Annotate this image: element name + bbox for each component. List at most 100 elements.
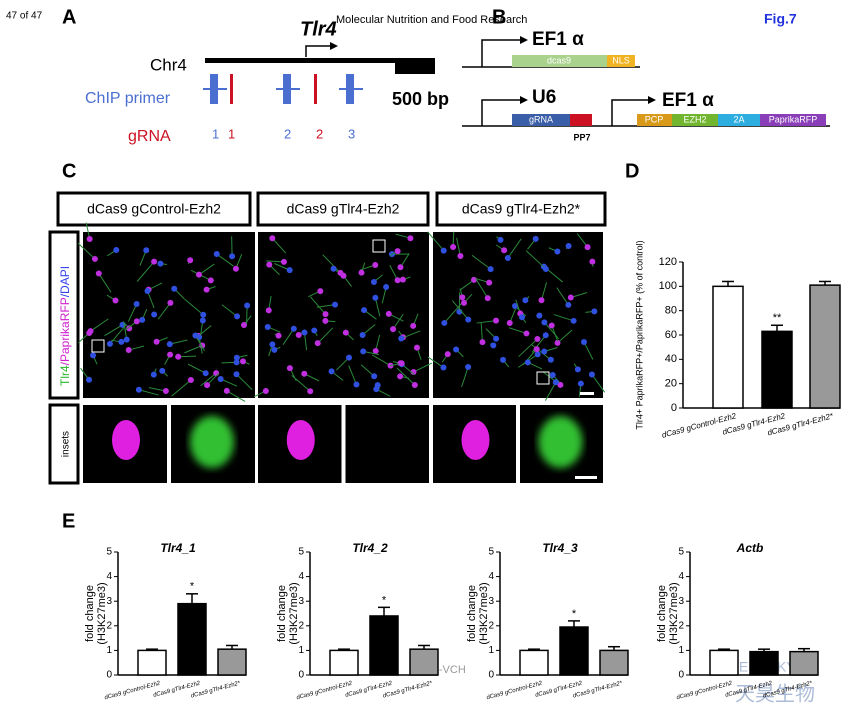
nucleus xyxy=(286,365,293,372)
site-number: 2 xyxy=(284,126,291,141)
neurite xyxy=(525,250,547,270)
site-number: 1 xyxy=(228,126,235,141)
y-tick-label: 3 xyxy=(678,596,684,607)
nucleus xyxy=(175,353,182,360)
nucleus xyxy=(265,307,272,314)
neurite xyxy=(282,328,295,345)
y-tick-label: 20 xyxy=(665,378,677,390)
chart-title: Tlr4_1 xyxy=(160,541,196,555)
y-tick-label: 4 xyxy=(106,571,112,582)
stain: Tlr4 xyxy=(58,365,72,386)
watermark: 天昊生物 xyxy=(735,682,815,705)
x-tick-label: dCas9 gControl-Ezh2 xyxy=(104,680,162,701)
y-tick-label: 2 xyxy=(298,620,304,631)
nucleus xyxy=(322,317,329,324)
tss-arrow xyxy=(305,45,330,57)
nucleus xyxy=(565,243,572,250)
neurite xyxy=(471,254,491,270)
inset-cell xyxy=(112,420,140,460)
site-number: 3 xyxy=(348,126,355,141)
nucleus xyxy=(167,351,174,358)
nucleus xyxy=(217,375,224,382)
element-label: PCP xyxy=(645,114,664,124)
bar xyxy=(712,285,744,409)
nucleus xyxy=(202,370,209,377)
grna-label: gRNA xyxy=(128,128,171,145)
nucleus xyxy=(522,297,529,304)
chart-title: Tlr4_2 xyxy=(352,541,388,555)
nucleus xyxy=(317,288,324,295)
nucleus xyxy=(390,326,397,333)
promoter: U6 xyxy=(532,87,556,108)
nucleus xyxy=(524,359,531,366)
nucleus xyxy=(580,338,587,345)
nucleus xyxy=(465,316,472,323)
panel-letter: E xyxy=(62,510,75,532)
y-tick-label: 60 xyxy=(665,329,677,341)
inset xyxy=(345,405,429,483)
y-label: (H3K27me3) xyxy=(668,582,680,644)
y-label: (H3K27me3) xyxy=(478,582,490,644)
nucleus xyxy=(223,387,230,394)
chart-title: Tlr4_3 xyxy=(542,541,578,555)
nucleus xyxy=(307,388,314,395)
nucleus xyxy=(574,366,581,373)
nucleus xyxy=(113,247,120,254)
neurite xyxy=(138,389,159,396)
nucleus xyxy=(493,317,500,324)
nucleus xyxy=(200,311,207,318)
insets-label: insets xyxy=(61,431,72,457)
nucleus xyxy=(549,372,556,379)
nucleus xyxy=(91,255,98,262)
nucleus xyxy=(143,247,150,254)
nucleus xyxy=(207,277,214,284)
neurite xyxy=(476,320,497,324)
micrograph xyxy=(83,232,255,398)
element-label: PaprikaRFP xyxy=(769,114,818,124)
neurite xyxy=(461,366,469,388)
nucleus xyxy=(196,271,203,278)
y-tick-label: 2 xyxy=(106,620,112,631)
neurite xyxy=(413,362,433,373)
nucleus xyxy=(192,332,199,339)
nucleus xyxy=(361,307,368,314)
nucleus xyxy=(233,354,240,361)
neurite xyxy=(456,237,461,257)
y-label: Tlr4+ PaprikaRFP+/PaprikaRFP+ (% of cont… xyxy=(634,240,644,429)
element-label: 2A xyxy=(733,114,744,124)
marker xyxy=(372,239,386,253)
neurite xyxy=(427,231,445,251)
nucleus xyxy=(240,322,247,329)
y-label: (H3K27me3) xyxy=(288,582,300,644)
neurite xyxy=(291,374,311,392)
nucleus xyxy=(275,332,282,339)
neurite xyxy=(136,261,155,282)
nucleus xyxy=(411,382,418,389)
y-tick-label: 3 xyxy=(298,596,304,607)
panel-letter: A xyxy=(62,6,76,28)
y-tick-label: 0 xyxy=(678,670,684,681)
neurite xyxy=(509,327,527,334)
nucleus xyxy=(497,236,504,243)
box xyxy=(48,403,80,485)
element xyxy=(570,114,592,126)
y-tick-label: 0 xyxy=(298,670,304,681)
nucleus xyxy=(233,359,240,366)
nucleus xyxy=(512,303,519,310)
nucleus xyxy=(345,354,352,361)
stain: /PaprikaRFP xyxy=(58,297,72,365)
neurite xyxy=(544,322,560,340)
bar xyxy=(409,648,439,676)
nucleus xyxy=(301,370,308,377)
nucleus xyxy=(290,325,297,332)
nucleus xyxy=(541,348,548,355)
nucleus xyxy=(269,235,276,242)
nucleus xyxy=(204,382,211,389)
arrow-head xyxy=(330,42,338,50)
nucleus xyxy=(239,358,246,365)
nucleus xyxy=(500,356,507,363)
nucleus xyxy=(444,351,451,358)
nucleus xyxy=(151,258,158,265)
chart-title: Actb xyxy=(736,541,764,555)
neurite xyxy=(216,253,234,267)
